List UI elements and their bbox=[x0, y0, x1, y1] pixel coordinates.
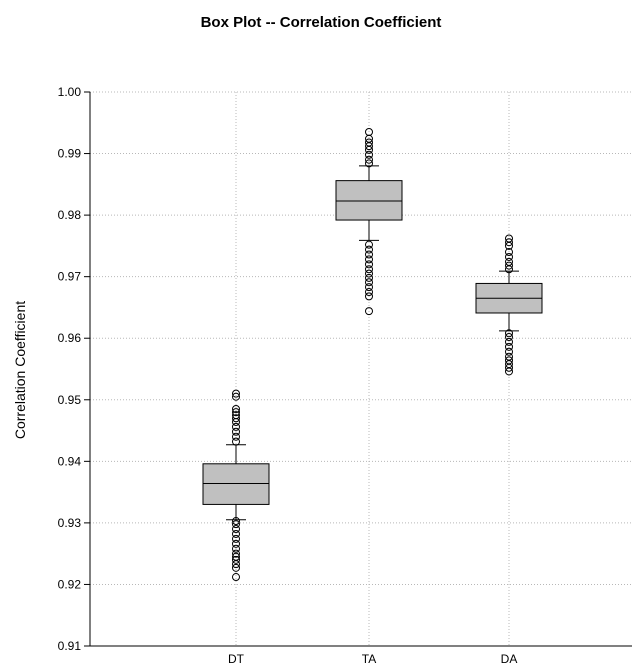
outlier-point bbox=[232, 520, 240, 529]
outlier-point bbox=[365, 159, 373, 168]
outlier-point bbox=[365, 292, 373, 301]
outlier-point bbox=[365, 155, 373, 164]
outlier-point bbox=[505, 234, 513, 243]
outlier-point bbox=[232, 517, 240, 526]
y-tick-label: 0.91 bbox=[58, 639, 82, 653]
outlier-point bbox=[232, 432, 240, 441]
outlier-point bbox=[232, 544, 240, 553]
y-tick-label: 0.92 bbox=[58, 577, 82, 591]
outlier-point bbox=[365, 273, 373, 282]
box-ta bbox=[335, 180, 403, 221]
outlier-point bbox=[232, 549, 240, 558]
outlier-point bbox=[365, 288, 373, 297]
outlier-point bbox=[365, 283, 373, 292]
outlier-point bbox=[232, 552, 240, 561]
outlier-point bbox=[232, 529, 240, 538]
outlier-point bbox=[232, 555, 240, 564]
x-tick-label: DT bbox=[228, 652, 245, 666]
outlier-point bbox=[365, 269, 373, 278]
outlier-point bbox=[365, 260, 373, 269]
outlier-point bbox=[232, 539, 240, 548]
outlier-point bbox=[232, 422, 240, 431]
outlier-point bbox=[505, 248, 513, 257]
outlier-point bbox=[232, 414, 240, 423]
x-tick-label: TA bbox=[362, 652, 376, 666]
outlier-point bbox=[505, 257, 513, 266]
outlier-point bbox=[232, 525, 240, 534]
x-tick-label: DA bbox=[501, 652, 518, 666]
outlier-point bbox=[365, 150, 373, 159]
outlier-point bbox=[232, 389, 240, 398]
outlier-point bbox=[365, 265, 373, 274]
y-tick-label: 0.98 bbox=[58, 208, 82, 222]
outlier-point bbox=[232, 563, 240, 572]
y-tick-label: 0.97 bbox=[58, 270, 82, 284]
y-tick-label: 0.94 bbox=[58, 454, 82, 468]
outlier-point bbox=[365, 240, 373, 249]
outlier-point bbox=[505, 337, 513, 346]
outlier-point bbox=[505, 347, 513, 356]
outlier-point bbox=[232, 573, 240, 582]
outlier-point bbox=[505, 252, 513, 261]
y-tick-label: 0.99 bbox=[58, 147, 82, 161]
box-dt bbox=[202, 463, 270, 505]
outlier-point bbox=[505, 342, 513, 351]
outlier-point bbox=[365, 255, 373, 264]
outlier-point bbox=[232, 427, 240, 436]
outlier-point bbox=[365, 138, 373, 147]
y-tick-label: 0.93 bbox=[58, 516, 82, 530]
outlier-point bbox=[232, 408, 240, 417]
outlier-point bbox=[365, 245, 373, 254]
outlier-point bbox=[232, 534, 240, 543]
outlier-point bbox=[232, 437, 240, 446]
outlier-point bbox=[232, 392, 240, 401]
y-tick-label: 0.96 bbox=[58, 331, 82, 345]
outlier-point bbox=[365, 278, 373, 287]
outlier-point bbox=[232, 405, 240, 414]
outlier-point bbox=[365, 250, 373, 259]
outlier-point bbox=[505, 329, 513, 338]
y-tick-label: 0.95 bbox=[58, 393, 82, 407]
outlier-point bbox=[505, 332, 513, 341]
outlier-point bbox=[505, 261, 513, 270]
outlier-point bbox=[505, 352, 513, 361]
outlier-point bbox=[505, 238, 513, 247]
chart-title: Box Plot -- Correlation Coefficient bbox=[200, 14, 442, 31]
outlier-point bbox=[365, 128, 373, 137]
outlier-point bbox=[232, 411, 240, 420]
outlier-point bbox=[365, 307, 373, 316]
y-tick-label: 1.00 bbox=[58, 85, 82, 99]
outlier-point bbox=[505, 356, 513, 365]
